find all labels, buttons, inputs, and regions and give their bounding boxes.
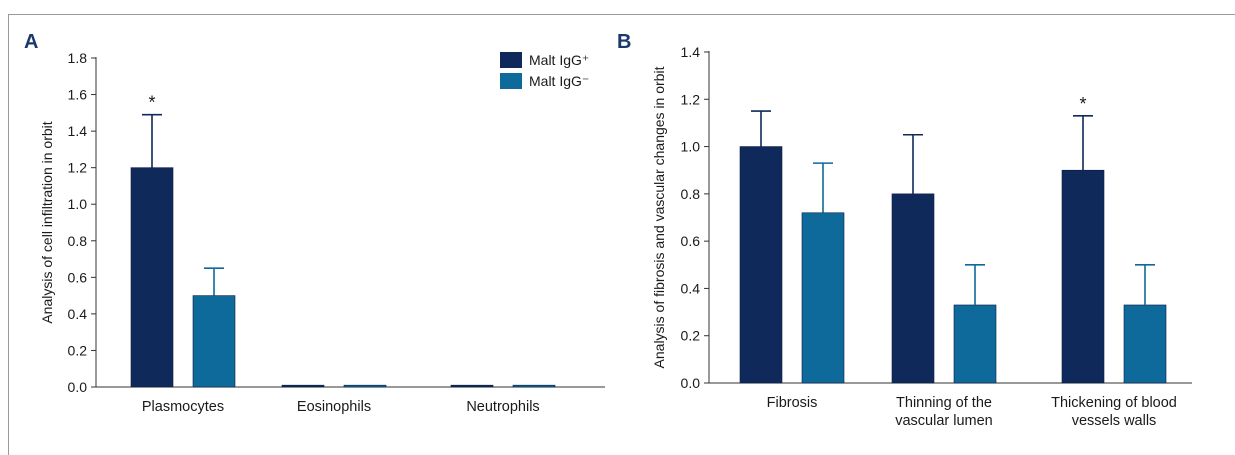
y-tick-label: 1.0 xyxy=(681,139,701,155)
y-tick-label: 0.6 xyxy=(68,269,88,285)
bar xyxy=(343,384,387,388)
bar xyxy=(192,295,236,388)
x-category-label: vascular lumen xyxy=(895,413,993,429)
bar xyxy=(512,384,556,388)
bar xyxy=(953,304,997,384)
bar xyxy=(891,193,935,384)
y-tick-label: 1.6 xyxy=(68,87,88,103)
y-axis-label: Analysis of fibrosis and vascular change… xyxy=(651,66,667,368)
y-tick-label: 0.0 xyxy=(68,379,88,395)
y-tick-label: 1.4 xyxy=(681,44,701,60)
y-tick-label: 0.8 xyxy=(681,186,701,202)
y-tick-label: 0.8 xyxy=(68,233,88,249)
y-tick-label: 0.6 xyxy=(681,233,701,249)
y-tick-label: 1.8 xyxy=(68,50,88,66)
x-category-label: Neutrophils xyxy=(466,399,539,415)
bar xyxy=(130,167,174,388)
bar xyxy=(450,384,494,388)
x-category-label: Fibrosis xyxy=(767,395,818,411)
x-category-label: Thickening of blood xyxy=(1051,395,1177,411)
bar xyxy=(801,212,845,384)
x-category-label: vessels walls xyxy=(1072,413,1157,429)
panel-letter: B xyxy=(617,31,631,53)
y-tick-label: 0.4 xyxy=(68,306,88,322)
y-tick-label: 0.2 xyxy=(681,328,701,344)
bar xyxy=(281,384,325,388)
y-axis-label: Analysis of cell infiltration in orbit xyxy=(39,121,55,323)
x-category-label: Eosinophils xyxy=(297,399,371,415)
y-tick-label: 0.2 xyxy=(68,342,88,358)
x-category-label: Plasmocytes xyxy=(142,399,224,415)
x-category-label: Thinning of the xyxy=(896,395,992,411)
panel-letter: A xyxy=(24,31,38,53)
legend-label: Malt IgG⁺ xyxy=(529,52,589,68)
legend-swatch xyxy=(500,52,522,68)
y-tick-label: 1.4 xyxy=(68,123,88,139)
significance-marker: * xyxy=(148,93,155,113)
legend-swatch xyxy=(500,73,522,89)
legend-label: Malt IgG⁻ xyxy=(529,73,589,89)
y-tick-label: 1.2 xyxy=(681,91,701,107)
significance-marker: * xyxy=(1079,94,1086,114)
bar xyxy=(1061,169,1105,384)
figure-frame xyxy=(8,14,1235,455)
y-tick-label: 1.2 xyxy=(68,160,88,176)
bar xyxy=(1123,304,1167,384)
y-tick-label: 1.0 xyxy=(68,196,88,212)
y-tick-label: 0.0 xyxy=(681,375,701,391)
bar xyxy=(739,146,783,384)
y-tick-label: 0.4 xyxy=(681,280,701,296)
